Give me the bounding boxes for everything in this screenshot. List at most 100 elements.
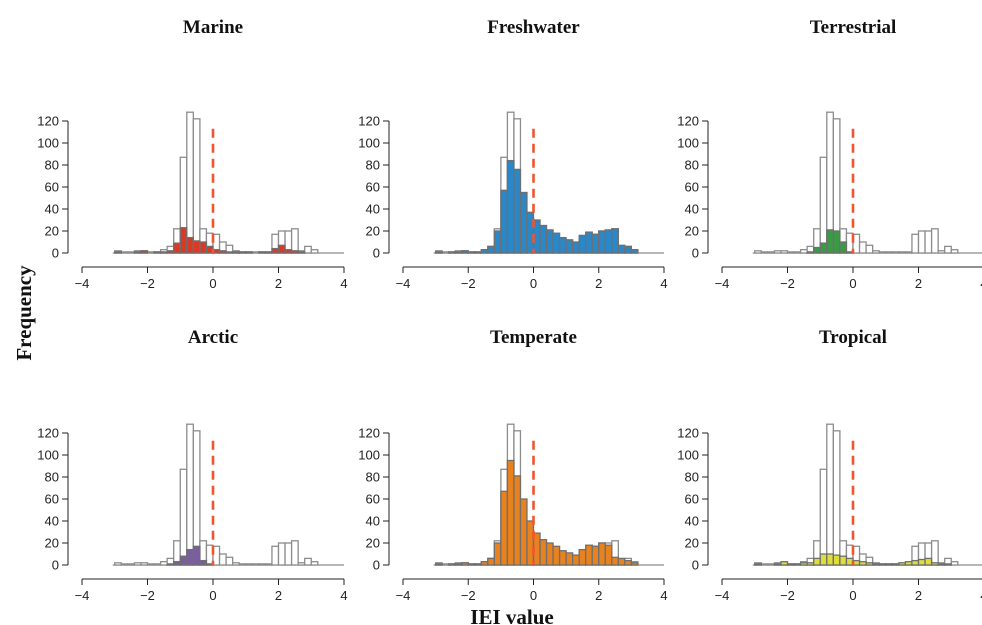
overall-bar bbox=[179, 468, 188, 566]
y-tick-label: 40 bbox=[685, 514, 699, 529]
overall-bar bbox=[773, 250, 782, 254]
group-bar bbox=[598, 230, 606, 254]
overall-bar bbox=[264, 563, 273, 566]
y-tick-label: 20 bbox=[685, 536, 699, 551]
x-tick-label: 4 bbox=[340, 588, 347, 603]
group-bar bbox=[780, 561, 789, 566]
group-bar bbox=[911, 559, 920, 566]
group-bar bbox=[558, 550, 567, 566]
overall-bar bbox=[930, 540, 939, 566]
group-bar bbox=[754, 563, 762, 566]
y-tick-label: 0 bbox=[692, 558, 699, 573]
group-bar bbox=[617, 244, 626, 254]
group-bar bbox=[519, 191, 528, 254]
y-tick-label: 20 bbox=[45, 224, 59, 239]
group-bar bbox=[186, 236, 195, 254]
panel-title: Freshwater bbox=[487, 17, 580, 38]
group-bar bbox=[885, 563, 893, 566]
x-tick-label: −4 bbox=[715, 588, 730, 603]
group-bar bbox=[448, 251, 456, 254]
overall-bar bbox=[127, 563, 136, 566]
group-bar bbox=[166, 563, 175, 566]
overall-bar bbox=[159, 561, 168, 566]
overall-bar bbox=[258, 563, 267, 566]
x-axis-title: IEI value bbox=[470, 605, 553, 625]
y-tick-label: 0 bbox=[373, 246, 380, 261]
group-bar bbox=[179, 227, 188, 254]
y-tick-label: 100 bbox=[677, 136, 699, 151]
y-tick-label: 0 bbox=[52, 246, 59, 261]
y-tick-label: 100 bbox=[358, 136, 380, 151]
overall-bar bbox=[885, 251, 893, 254]
overall-bar bbox=[911, 233, 920, 254]
overall-bar bbox=[767, 251, 776, 254]
group-bar bbox=[500, 189, 509, 254]
panel-title: Arctic bbox=[188, 327, 238, 348]
group-bar bbox=[238, 251, 247, 254]
overall-bar bbox=[917, 230, 926, 254]
group-bar bbox=[819, 553, 828, 566]
group-bar bbox=[572, 241, 580, 254]
group-bar bbox=[839, 241, 848, 254]
panel-title: Temperate bbox=[490, 327, 577, 348]
y-tick-label: 60 bbox=[366, 180, 380, 195]
group-bar bbox=[832, 230, 841, 254]
y-tick-label: 20 bbox=[685, 224, 699, 239]
y-tick-label: 120 bbox=[358, 426, 380, 441]
group-bar bbox=[826, 229, 834, 254]
group-bar bbox=[630, 249, 639, 254]
group-bar bbox=[813, 246, 821, 254]
group-bar bbox=[611, 228, 619, 254]
group-bar bbox=[565, 239, 574, 254]
group-bar bbox=[467, 563, 476, 566]
group-bar bbox=[258, 251, 267, 254]
group-bar bbox=[891, 563, 900, 566]
overall-bar bbox=[310, 561, 319, 566]
group-bar bbox=[793, 563, 802, 566]
overall-bar bbox=[251, 563, 260, 566]
group-bar bbox=[461, 562, 469, 566]
group-bar bbox=[271, 247, 280, 254]
y-tick-label: 40 bbox=[366, 514, 380, 529]
group-bar bbox=[480, 249, 489, 254]
overall-bar bbox=[786, 251, 795, 254]
group-bar bbox=[944, 563, 952, 566]
group-bar bbox=[591, 545, 600, 566]
group-bar bbox=[493, 542, 502, 566]
overall-bar bbox=[950, 249, 959, 254]
y-tick-label: 0 bbox=[692, 246, 699, 261]
y-tick-label: 60 bbox=[685, 180, 699, 195]
y-tick-label: 60 bbox=[45, 180, 59, 195]
panel-title: Marine bbox=[183, 17, 243, 38]
y-tick-label: 40 bbox=[366, 202, 380, 217]
overall-bar bbox=[819, 468, 828, 566]
x-tick-label: 0 bbox=[849, 276, 856, 291]
overall-bar bbox=[760, 563, 769, 566]
group-bar bbox=[487, 557, 496, 566]
y-tick-label: 40 bbox=[685, 202, 699, 217]
group-bar bbox=[264, 251, 273, 254]
group-bar bbox=[218, 250, 227, 254]
group-bar bbox=[572, 554, 580, 566]
y-tick-label: 80 bbox=[366, 470, 380, 485]
group-bar bbox=[114, 251, 122, 254]
x-tick-label: 2 bbox=[595, 276, 602, 291]
x-tick-label: 4 bbox=[660, 276, 667, 291]
overall-bar bbox=[310, 249, 319, 254]
group-bar bbox=[500, 490, 509, 566]
overall-bar bbox=[858, 241, 867, 254]
panel-marine: Marine 0 20 40 60 80 100 120 −4 −2 0 2 4 bbox=[37, 17, 347, 291]
group-bar bbox=[786, 563, 795, 566]
group-bar bbox=[578, 234, 587, 254]
y-tick-label: 20 bbox=[45, 536, 59, 551]
group-bar bbox=[153, 251, 162, 254]
group-bar bbox=[624, 245, 633, 254]
x-tick-label: 4 bbox=[660, 588, 667, 603]
overall-bar bbox=[120, 563, 129, 566]
group-bar bbox=[467, 251, 476, 254]
overall-bar bbox=[924, 230, 933, 254]
group-bar bbox=[617, 557, 626, 566]
panel-arctic: Arctic 0 20 40 60 80 100 120 −4 −2 0 2 4 bbox=[37, 327, 347, 603]
y-tick-label: 80 bbox=[366, 158, 380, 173]
y-tick-label: 80 bbox=[45, 158, 59, 173]
